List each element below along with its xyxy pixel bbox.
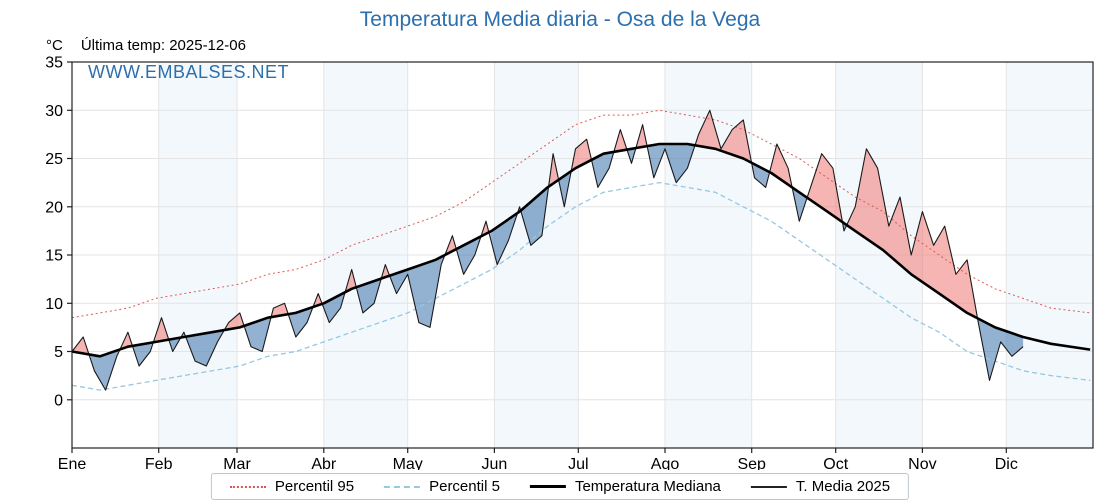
x-tick-label: Abr [311,456,337,470]
fill-below-median [357,278,382,313]
y-tick-label: 35 [45,55,63,72]
fill-above-median [637,124,647,148]
fill-above-median [272,303,288,317]
y-tick-label: 10 [45,296,63,313]
y-axis-unit-label: °C [46,37,63,54]
fill-above-median [548,153,558,187]
y-tick-label: 5 [54,344,63,361]
fill-below-median [558,172,570,207]
percentil5-line [71,181,1091,391]
legend-label-mediana: Temperatura Mediana [574,478,721,495]
fill-above-median [121,332,133,350]
fill-below-median [169,337,180,352]
x-tick-label: Jul [568,456,588,470]
fill-below-median [751,162,769,188]
legend-label-tmedia2025: T. Media 2025 [795,478,891,495]
y-tick-label: 20 [45,199,63,216]
fill-below-median [288,307,313,337]
fill-below-median [133,342,154,366]
subheader: °C Última temp: 2025-12-06 [46,37,246,54]
x-tick-label: May [393,456,423,470]
fill-above-median [346,269,356,292]
y-tick-label: 15 [45,248,63,265]
legend-label-percentil5: Percentil 5 [429,478,500,495]
fill-above-median [382,264,390,279]
fill-above-median [769,144,791,187]
fill-above-median [224,312,244,330]
fill-below-median [186,330,224,366]
chart-canvas: 0 5 10 15 20 25 30 35 Ene Feb Mar Abr May Jun Jul Ago Se… [45,55,1094,470]
fill-below-median [627,148,636,164]
legend-item-percentil95: Percentil 95 [229,478,355,495]
fill-below-median [322,292,345,323]
legend-item-tmedia2025: T. Media 2025 [750,478,891,495]
fill-below-median [390,255,444,328]
y-tick-label: 25 [45,151,63,168]
tmedia2025-line [71,109,1024,391]
legend-item-percentil5: Percentil 5 [384,478,500,495]
legend-label-percentil95: Percentil 95 [274,478,355,495]
x-tick-label: Oct [823,456,848,470]
y-tick-label: 30 [45,103,63,120]
chart-title: Temperatura Media diaria - Osa de la Veg… [359,8,761,31]
fill-above-median [614,129,626,152]
x-tick-label: Dic [995,456,1018,470]
x-tick-label: Ene [58,456,87,470]
watermark: WWW.EMBALSES.NET [88,62,290,82]
fill-below-median [648,144,695,183]
percentil95-line-swatch [229,485,266,488]
x-tick-label: Ago [651,456,680,470]
fill-below-median [490,213,517,265]
fill-above-median [846,148,977,318]
legend-item-mediana: Temperatura Mediana [529,478,721,495]
fill-below-median [90,349,120,391]
last-temp-label: Última temp: 2025-12-06 [80,37,246,54]
mediana-line-swatch [529,485,566,488]
fill-below-median [521,187,548,246]
x-tick-label: Feb [145,456,173,470]
x-tick-label: Mar [223,456,251,470]
tmedia2025-line-swatch [750,485,787,488]
x-tick-label: Sep [737,456,766,470]
x-tick-label: Nov [908,456,936,470]
percentil95-line [71,109,1091,319]
fill-above-median [571,139,591,171]
x-tick-label: Jun [482,456,508,470]
mediana-line [71,142,1091,358]
percentil5-line-swatch [384,485,421,488]
chart-legend: Percentil 95 Percentil 5 Temperatura Med… [210,473,910,500]
y-tick-label: 0 [54,392,63,409]
fill-above-median [695,110,751,163]
fill-below-median [592,152,614,188]
fill-above-median [154,317,169,343]
